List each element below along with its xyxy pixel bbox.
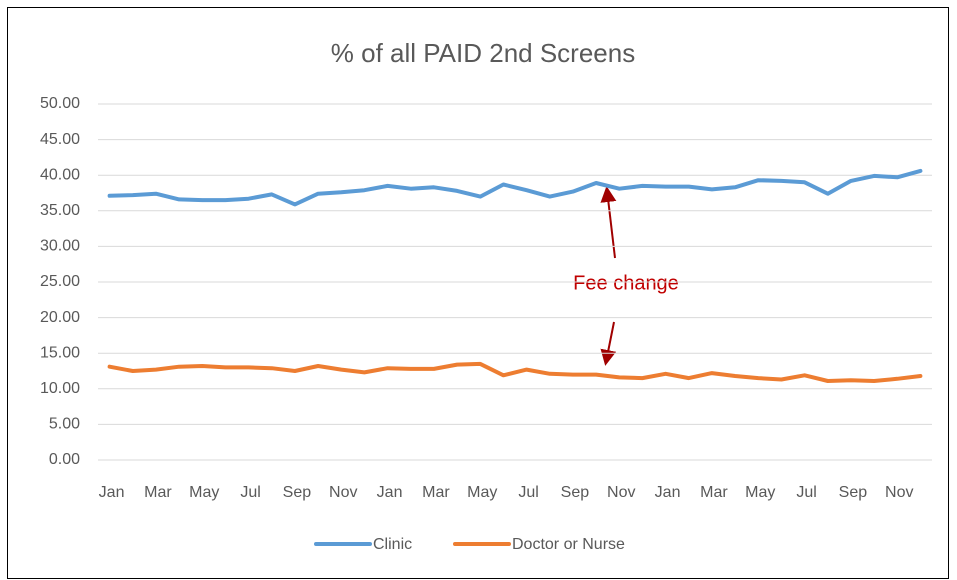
x-tick-label: Mar	[144, 484, 172, 501]
x-tick-label: Mar	[700, 484, 728, 501]
chart-frame	[7, 7, 949, 579]
x-tick-label: Jul	[518, 484, 538, 501]
x-tick-label: Nov	[885, 484, 913, 501]
x-tick-label: May	[745, 484, 775, 501]
x-tick-label: Mar	[422, 484, 450, 501]
series-line	[107, 361, 923, 383]
x-tick-label: Sep	[561, 484, 590, 501]
annotation: Fee change	[573, 272, 679, 294]
x-tick-label: Jan	[377, 484, 403, 501]
y-tick-label: 10.00	[40, 380, 80, 397]
x-tick-label: Sep	[839, 484, 868, 501]
y-tick-label: 20.00	[40, 309, 80, 326]
y-tick-label: 15.00	[40, 344, 80, 361]
x-tick-label: May	[189, 484, 219, 501]
chart-title: % of all PAID 2nd Screens	[331, 38, 635, 68]
y-tick-label: 50.00	[40, 95, 80, 112]
y-tick-label: 0.00	[49, 451, 80, 468]
y-tick-label: 35.00	[40, 202, 80, 219]
x-tick-label: Nov	[607, 484, 635, 501]
x-tick-label: Sep	[283, 484, 312, 501]
x-tick-label: Jul	[240, 484, 260, 501]
annotation-arrow	[600, 321, 617, 366]
y-tick-label: 40.00	[40, 166, 80, 183]
series-line	[107, 168, 923, 207]
y-tick-label: 30.00	[40, 238, 80, 255]
legend-label: Doctor or Nurse	[512, 536, 625, 553]
x-tick-label: Nov	[329, 484, 357, 501]
y-tick-label: 5.00	[49, 416, 80, 433]
legend-label: Clinic	[373, 536, 412, 553]
x-tick-label: May	[467, 484, 497, 501]
x-tick-label: Jan	[99, 484, 125, 501]
x-tick-label: Jan	[655, 484, 681, 501]
y-tick-label: 25.00	[40, 273, 80, 290]
x-tick-label: Jul	[796, 484, 816, 501]
y-tick-label: 45.00	[40, 131, 80, 148]
